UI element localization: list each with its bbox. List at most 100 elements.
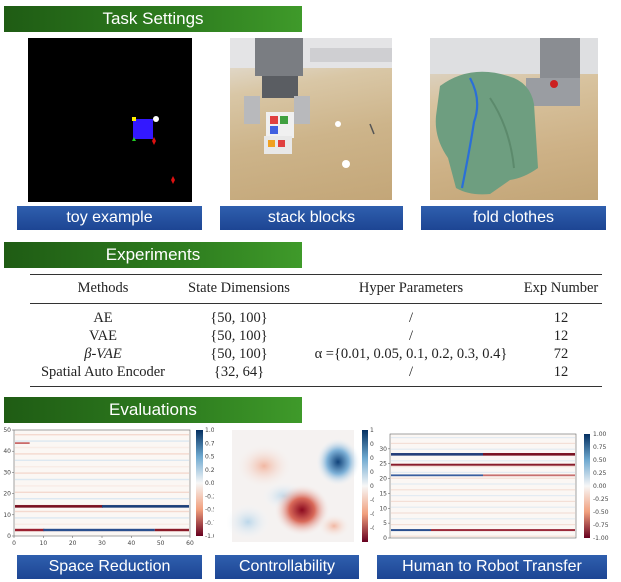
heat-band — [391, 466, 575, 468]
colorbar — [196, 430, 203, 536]
heat-band — [391, 437, 575, 439]
x-tick-label: 20 — [69, 540, 77, 547]
caption-controllability: Controllability — [215, 555, 359, 579]
fold-clothes-image — [430, 38, 598, 200]
header-state-dimensions: State Dimensions — [188, 280, 290, 296]
colorbar-tick-label: 0.25 — [593, 470, 607, 477]
heat-band — [15, 440, 189, 442]
heat-band — [391, 448, 575, 450]
dims-cell: {50, 100} — [210, 328, 268, 344]
heat-band-strong — [391, 474, 483, 477]
heat-band — [391, 483, 575, 485]
colorbar-tick-label: 0.00 — [370, 483, 374, 490]
header-exp-number: Exp Number — [523, 280, 599, 296]
heat-band — [15, 446, 189, 449]
toy-marker-white — [153, 116, 159, 122]
y-tick-label: 5 — [383, 520, 387, 527]
colorbar-tick-label: 0.00 — [205, 480, 214, 487]
exp-cell: 12 — [553, 310, 569, 326]
heat-band — [15, 434, 189, 436]
colorbar-tick-label: -1.00 — [205, 533, 214, 540]
heat-band — [15, 517, 189, 519]
green-hoodie — [435, 71, 538, 195]
robot-arm — [255, 38, 303, 76]
heat-band — [391, 477, 575, 479]
y-tick-label: 30 — [379, 446, 387, 453]
y-tick-label: 40 — [3, 448, 11, 455]
dims-cell: {32, 64} — [213, 364, 265, 380]
colorbar-tick-label: 0.75 — [370, 441, 374, 448]
method-cell: Spatial Auto Encoder — [40, 364, 166, 380]
colorbar-tick-label: 1.00 — [370, 427, 374, 434]
toy-example-image — [28, 38, 192, 202]
table-header-row: Methods State Dimensions Hyper Parameter… — [30, 274, 602, 304]
toy-marker-green — [132, 137, 136, 141]
x-tick-label: 40 — [128, 540, 136, 547]
heat-band-strong — [15, 528, 45, 532]
method-cell: AE — [93, 310, 113, 326]
x-tick-label: 30 — [98, 540, 106, 547]
heat-band — [15, 478, 189, 481]
hyper-cell: / — [408, 328, 414, 344]
caption-space-reduction: Space Reduction — [17, 555, 202, 579]
heat-band-strong — [154, 528, 189, 532]
heat-band — [15, 442, 30, 444]
heat-band — [15, 510, 189, 513]
colorbar-tick-label: 0.25 — [370, 469, 374, 476]
header-methods: Methods — [77, 280, 129, 296]
colorbar-tick-label: 0.75 — [205, 440, 214, 447]
caption-toy-example: toy example — [17, 206, 202, 230]
hyper-cell: / — [408, 364, 414, 380]
heat-band — [391, 535, 575, 537]
y-tick-label: 10 — [3, 512, 11, 519]
colorbar-tick-label: 0.50 — [205, 454, 214, 461]
heat-band-strong — [391, 529, 431, 532]
colorbar-tick-label: -0.50 — [205, 507, 214, 514]
heat-band-strong — [483, 453, 575, 456]
colorbar-tick-label: 0.75 — [593, 444, 607, 451]
blue-region — [316, 438, 360, 486]
evaluations-header: Evaluations — [4, 397, 302, 423]
heat-band — [15, 523, 189, 525]
heat-band-strong — [391, 463, 575, 466]
y-tick-label: 10 — [379, 505, 387, 512]
heat-band — [391, 506, 575, 508]
heat-band — [391, 495, 575, 497]
table-row: VAE {50, 100} / 12 — [30, 327, 602, 345]
heat-band — [391, 518, 575, 520]
y-tick-label: 0 — [383, 535, 387, 542]
robot-arm — [540, 38, 580, 78]
table-row: Spatial Auto Encoder {32, 64} / 12 — [30, 363, 602, 387]
y-tick-label: 20 — [379, 476, 387, 483]
exp-cell: 72 — [553, 346, 569, 362]
hyper-cell: α ={0.01, 0.05, 0.1, 0.2, 0.3, 0.4} — [314, 346, 508, 362]
stack-blocks-image — [230, 38, 392, 200]
colorbar-tick-label: 0.50 — [593, 457, 607, 464]
heat-band — [391, 471, 575, 473]
heat-band — [15, 466, 189, 468]
heat-band — [15, 472, 189, 474]
y-tick-label: 50 — [3, 427, 11, 434]
x-tick-label: 0 — [12, 540, 16, 547]
toy-agent-square — [133, 119, 153, 139]
table-row: AE {50, 100} / 12 — [30, 304, 602, 328]
toy-marker-yellow — [132, 117, 136, 121]
colorbar-tick-label: -0.50 — [370, 511, 374, 518]
x-tick-label: 60 — [186, 540, 194, 547]
human-to-robot-transfer-chart: 0 5 10 15 20 25 30 1.00 0.75 0.50 0.25 0.00 -0.25 -0… — [378, 430, 621, 546]
heat-band — [483, 474, 575, 477]
colorbar-tick-label: -0.50 — [593, 509, 609, 516]
colorbar-tick-label: 1.00 — [593, 431, 607, 438]
y-tick-label: 20 — [3, 491, 11, 498]
toy-marker-red-b — [171, 176, 175, 184]
y-tick-label: 25 — [379, 461, 387, 468]
dims-cell: {50, 100} — [210, 310, 268, 326]
colorbar-tick-label: 0.25 — [205, 467, 214, 474]
colorbar-tick-label: -0.25 — [370, 497, 374, 504]
heat-band — [391, 460, 575, 462]
heat-band-strong — [15, 505, 103, 508]
task-settings-header: Task Settings — [4, 6, 302, 32]
header-hyper-parameters: Hyper Parameters — [358, 280, 464, 296]
method-cell: VAE — [89, 328, 117, 344]
heat-band — [391, 512, 575, 514]
